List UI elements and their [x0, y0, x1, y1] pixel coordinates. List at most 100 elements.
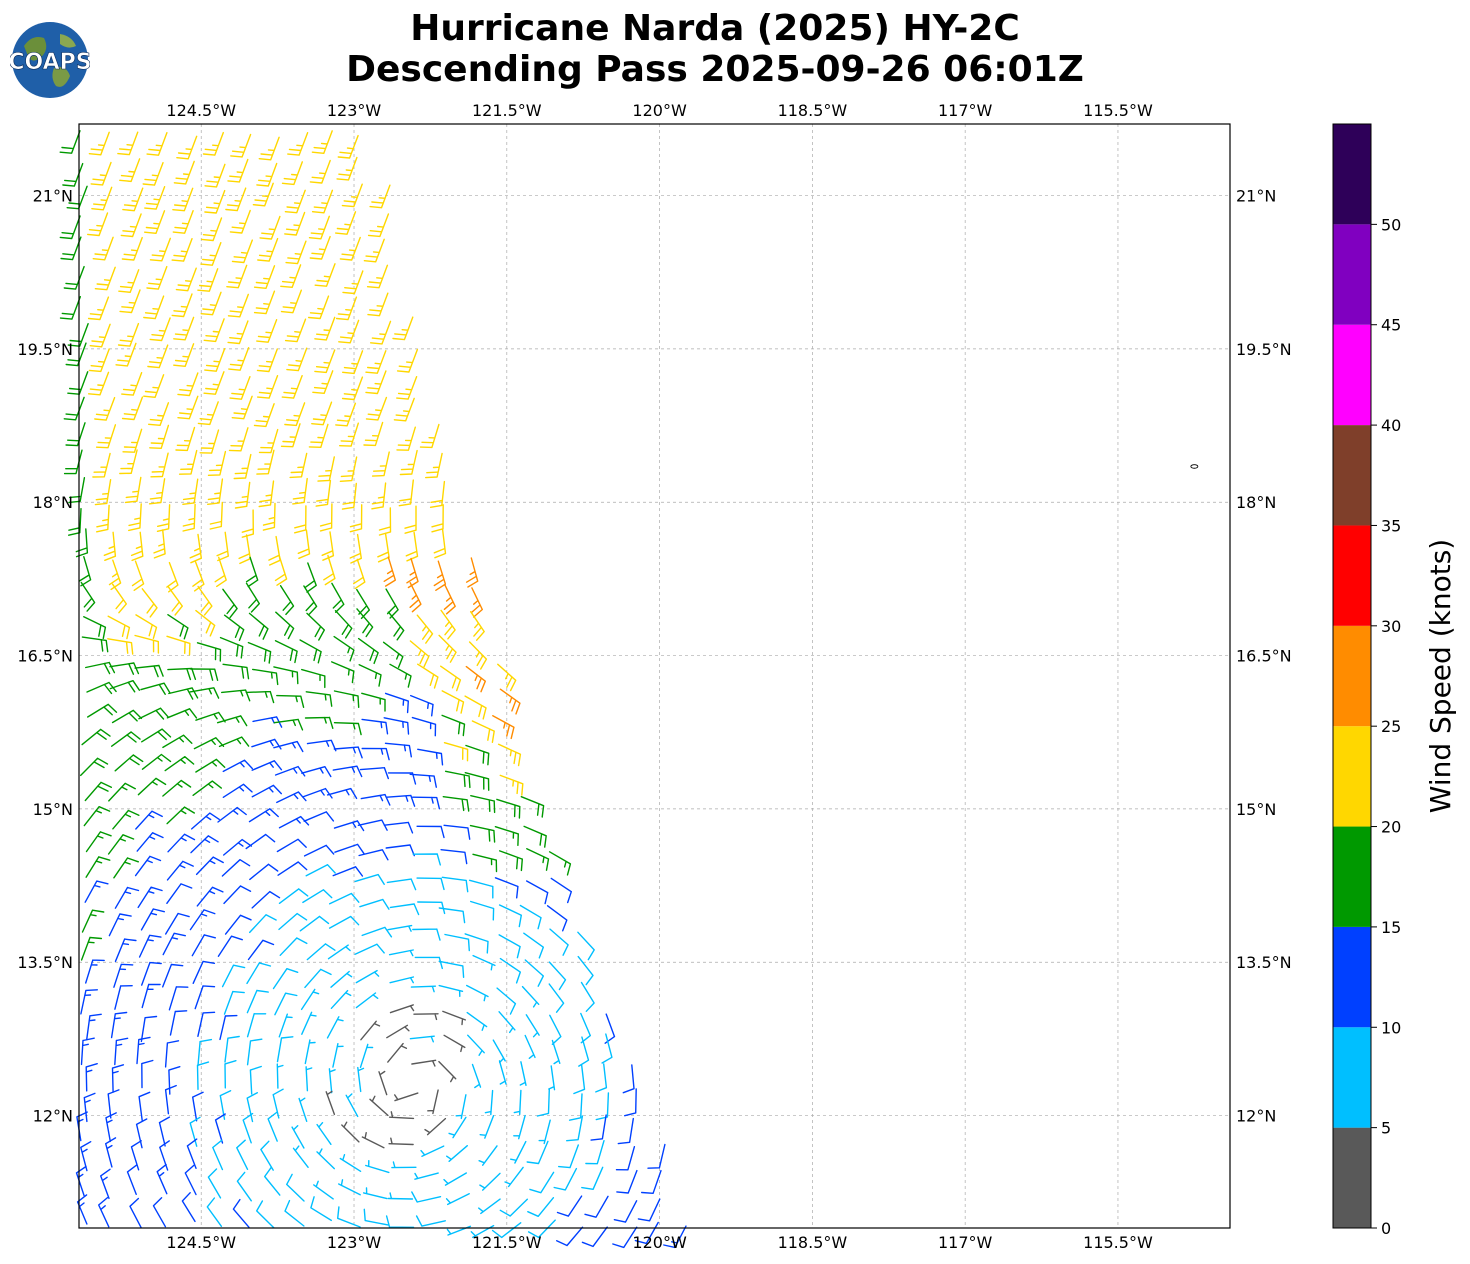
wind-barb: [443, 742, 469, 762]
wind-barb: [332, 765, 363, 778]
wind-barb: [118, 269, 140, 293]
wind-barb: [68, 508, 82, 536]
wind-barb: [206, 1197, 223, 1227]
wind-barb: [316, 1148, 335, 1170]
wind-barb: [309, 235, 331, 260]
wind-barb: [663, 1225, 687, 1249]
wind-barb: [223, 838, 253, 856]
coaps-logo: COAPS: [10, 22, 90, 98]
wind-barb: [411, 1191, 442, 1203]
wind-barb: [358, 849, 389, 861]
wind-barb: [304, 968, 332, 989]
wind-barb: [83, 616, 107, 640]
wind-barb: [360, 793, 391, 806]
wind-barb: [341, 1121, 360, 1143]
wind-barb: [134, 634, 160, 654]
wind-barb: [311, 401, 333, 426]
wind-barb: [302, 787, 333, 799]
y-tick-label-right: 21°N: [1236, 187, 1276, 206]
wind-barb: [524, 1034, 536, 1059]
wind-barb: [548, 983, 565, 1013]
wind-barb: [499, 774, 524, 796]
wind-barb: [182, 503, 196, 532]
wind-barb: [146, 132, 168, 156]
wind-barb: [332, 1043, 344, 1068]
wind-barb: [65, 422, 86, 447]
wind-barb: [389, 976, 415, 984]
colorbar-segment: [1333, 224, 1371, 325]
wind-barb: [272, 1088, 284, 1119]
wind-barb: [396, 376, 418, 400]
colorbar-segment: [1333, 926, 1371, 1028]
wind-barb: [190, 668, 219, 681]
wind-barb: [417, 663, 439, 689]
wind-barb: [228, 347, 250, 371]
wind-barb: [87, 212, 109, 237]
wind-barb: [85, 661, 116, 675]
wind-barb: [513, 1089, 522, 1116]
wind-barb: [595, 1063, 608, 1093]
wind-barb: [536, 1088, 550, 1117]
wind-barb: [425, 452, 443, 479]
wind-barb: [442, 796, 470, 812]
wind-barb: [332, 866, 364, 877]
colorbar-tick-label: 20: [1381, 818, 1401, 837]
wind-barb: [519, 1061, 527, 1086]
wind-barb: [124, 476, 142, 504]
wind-barb: [465, 744, 490, 766]
wind-barb: [339, 1154, 362, 1172]
wind-barb: [168, 986, 189, 1011]
wind-barb: [186, 1138, 198, 1169]
wind-barb: [153, 529, 166, 559]
wind-barb: [281, 375, 303, 399]
wind-barb: [384, 692, 409, 714]
wind-barb: [301, 1011, 317, 1035]
colorbar-tick-label: 5: [1381, 1119, 1391, 1138]
wind-barb: [173, 160, 195, 185]
y-tick-label-right: 15°N: [1236, 800, 1276, 819]
wind-barb: [369, 184, 391, 209]
wind-barb: [105, 1137, 117, 1168]
wind-barb: [470, 795, 496, 814]
colorbar-label: Wind Speed (knots): [1424, 539, 1457, 813]
wind-barb: [98, 1196, 110, 1228]
wind-barb: [398, 479, 414, 507]
wind-barb: [141, 1059, 154, 1089]
wind-barb: [181, 1192, 196, 1223]
wind-barb: [520, 796, 545, 818]
wind-barb: [300, 988, 320, 1011]
wind-barb: [469, 824, 496, 843]
wind-barb: [107, 1089, 120, 1119]
wind-barb: [246, 962, 272, 985]
wind-barb: [315, 479, 332, 507]
wind-barb: [470, 587, 483, 618]
wind-barb: [60, 236, 82, 261]
wind-barb: [276, 838, 307, 853]
wind-barb: [144, 210, 166, 234]
wind-barb: [302, 889, 333, 904]
wind-barb: [396, 426, 416, 451]
wind-barb: [337, 1206, 361, 1228]
wind-barb: [526, 848, 550, 871]
wind-barb: [149, 424, 170, 449]
wind-barb: [246, 1013, 267, 1038]
wind-barb: [242, 1112, 254, 1144]
wind-barb: [438, 1060, 457, 1083]
wind-barb: [59, 215, 81, 240]
wind-barb: [549, 928, 569, 956]
wind-barb: [444, 933, 470, 952]
wind-barb: [111, 583, 127, 614]
wind-barb: [359, 898, 390, 910]
wind-barb: [415, 1215, 446, 1227]
wind-barb: [431, 504, 444, 533]
wind-barb: [182, 478, 199, 505]
x-tick-label-top: 115.5°W: [1083, 101, 1153, 120]
wind-barb: [204, 189, 226, 214]
wind-barb: [189, 533, 202, 564]
wind-barb: [349, 533, 362, 564]
wind-barb: [634, 1221, 659, 1245]
wind-barb: [149, 317, 171, 342]
wind-barb: [404, 505, 417, 534]
wind-barb: [377, 532, 390, 563]
wind-barb: [504, 1166, 524, 1188]
